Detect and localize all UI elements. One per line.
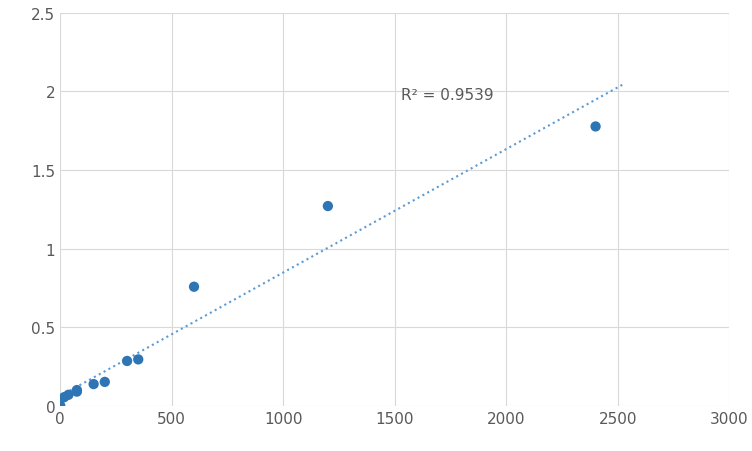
Point	[132, 356, 144, 363]
Point	[121, 358, 133, 365]
Point	[87, 381, 99, 388]
Point	[62, 391, 74, 399]
Point	[590, 124, 602, 131]
Point	[188, 284, 200, 291]
Point	[54, 402, 66, 409]
Text: R² = 0.9539: R² = 0.9539	[402, 87, 494, 103]
Point	[322, 203, 334, 210]
Point	[99, 378, 111, 386]
Point	[71, 387, 83, 394]
Point	[58, 394, 70, 401]
Point	[71, 388, 83, 396]
